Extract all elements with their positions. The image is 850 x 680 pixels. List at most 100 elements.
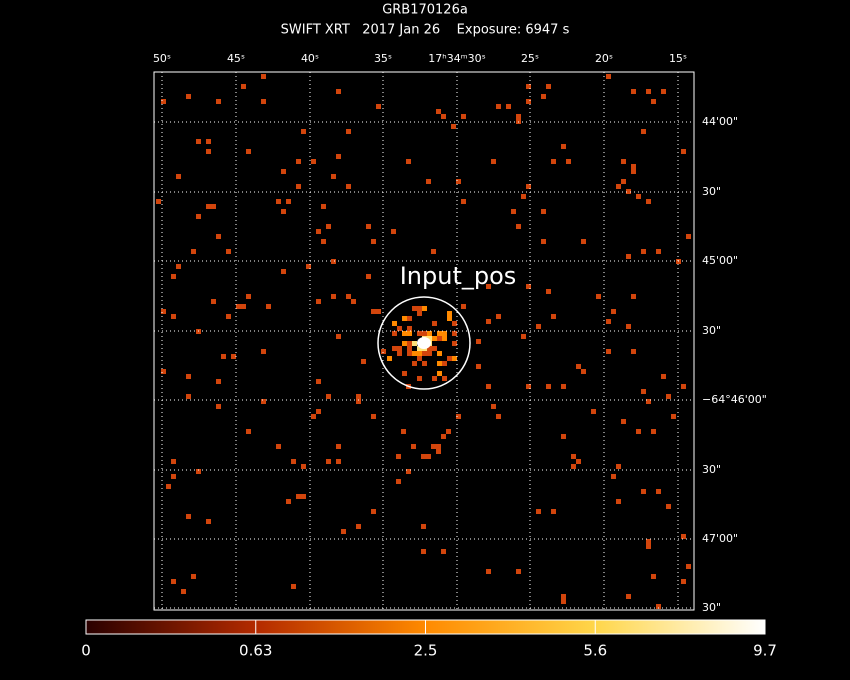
pixel <box>571 454 576 459</box>
pixel <box>407 341 412 346</box>
pixel <box>407 326 412 331</box>
pixel <box>422 361 427 366</box>
pixel <box>326 394 331 399</box>
pixel <box>326 224 331 229</box>
pixel <box>646 199 651 204</box>
pixel <box>616 184 621 189</box>
pixel <box>561 594 566 599</box>
pixel <box>541 239 546 244</box>
pixel <box>261 349 266 354</box>
pixel <box>402 331 407 336</box>
pixel <box>437 331 442 336</box>
pixel <box>311 414 316 419</box>
pixel <box>681 579 686 584</box>
pixel <box>666 504 671 509</box>
ra-label: 25ˢ <box>521 52 539 65</box>
pixel <box>437 371 442 376</box>
pixel <box>427 351 432 356</box>
dec-label: 45'00" <box>702 254 738 267</box>
pixel <box>336 459 341 464</box>
pixel <box>447 311 452 316</box>
pixel <box>561 144 566 149</box>
pixel <box>447 316 452 321</box>
pixel <box>526 184 531 189</box>
dec-label: 30" <box>702 601 721 614</box>
pixel <box>606 349 611 354</box>
dec-label: 30" <box>702 185 721 198</box>
pixel <box>186 374 191 379</box>
pixel <box>581 369 586 374</box>
pixel <box>226 249 231 254</box>
pixel <box>431 444 436 449</box>
pixel <box>421 524 426 529</box>
pixel <box>546 289 551 294</box>
pixel <box>521 194 526 199</box>
pixel <box>186 514 191 519</box>
pixel <box>281 269 286 274</box>
pixel <box>437 336 442 341</box>
pixel <box>336 334 341 339</box>
pixel <box>417 376 422 381</box>
pixel <box>261 399 266 404</box>
pixel <box>396 454 401 459</box>
pixel <box>281 209 286 214</box>
pixel <box>431 249 436 254</box>
pixel <box>186 94 191 99</box>
pixel <box>412 306 417 311</box>
counts-image <box>156 74 691 609</box>
pixel <box>646 399 651 404</box>
pixel <box>391 229 396 234</box>
pixel <box>546 84 551 89</box>
pixel <box>446 429 451 434</box>
pixel <box>681 384 686 389</box>
pixel <box>621 179 626 184</box>
pixel <box>231 354 236 359</box>
pixel <box>206 139 211 144</box>
dec-label: −64°46'00" <box>702 393 767 406</box>
pixel <box>286 199 291 204</box>
pixel <box>452 321 457 326</box>
pixel <box>631 164 636 169</box>
pixel <box>371 414 376 419</box>
pixel <box>371 309 376 314</box>
pixel <box>301 464 306 469</box>
pixel <box>496 314 501 319</box>
pixel <box>176 264 181 269</box>
pixel <box>636 429 641 434</box>
subtitle: SWIFT XRT 2017 Jan 26 Exposure: 6947 s <box>281 23 570 38</box>
pixel <box>276 444 281 449</box>
pixel <box>631 169 636 174</box>
pixel <box>336 444 341 449</box>
pixel <box>686 564 691 569</box>
pixel <box>426 454 431 459</box>
pixel <box>651 429 656 434</box>
pixel <box>486 384 491 389</box>
pixel <box>296 184 301 189</box>
pixel <box>536 324 541 329</box>
pixel <box>491 404 496 409</box>
dec-label: 30" <box>702 324 721 337</box>
pixel <box>171 474 176 479</box>
pixel <box>161 369 166 374</box>
pixel <box>406 159 411 164</box>
pixel <box>166 484 171 489</box>
pixel <box>356 394 361 399</box>
pixel <box>561 384 566 389</box>
pixel <box>361 359 366 364</box>
pixel <box>316 299 321 304</box>
pixel <box>406 469 411 474</box>
pixel <box>336 89 341 94</box>
pixel <box>366 274 371 279</box>
pixel <box>316 229 321 234</box>
pixel <box>426 179 431 184</box>
pixel <box>591 409 596 414</box>
pixel <box>316 379 321 384</box>
pixel <box>486 569 491 574</box>
pixel <box>291 459 296 464</box>
pixel <box>526 99 531 104</box>
pixel <box>447 356 452 361</box>
pixel <box>456 414 461 419</box>
pixel <box>666 394 671 399</box>
pixel <box>397 346 402 351</box>
source-region <box>377 296 471 390</box>
